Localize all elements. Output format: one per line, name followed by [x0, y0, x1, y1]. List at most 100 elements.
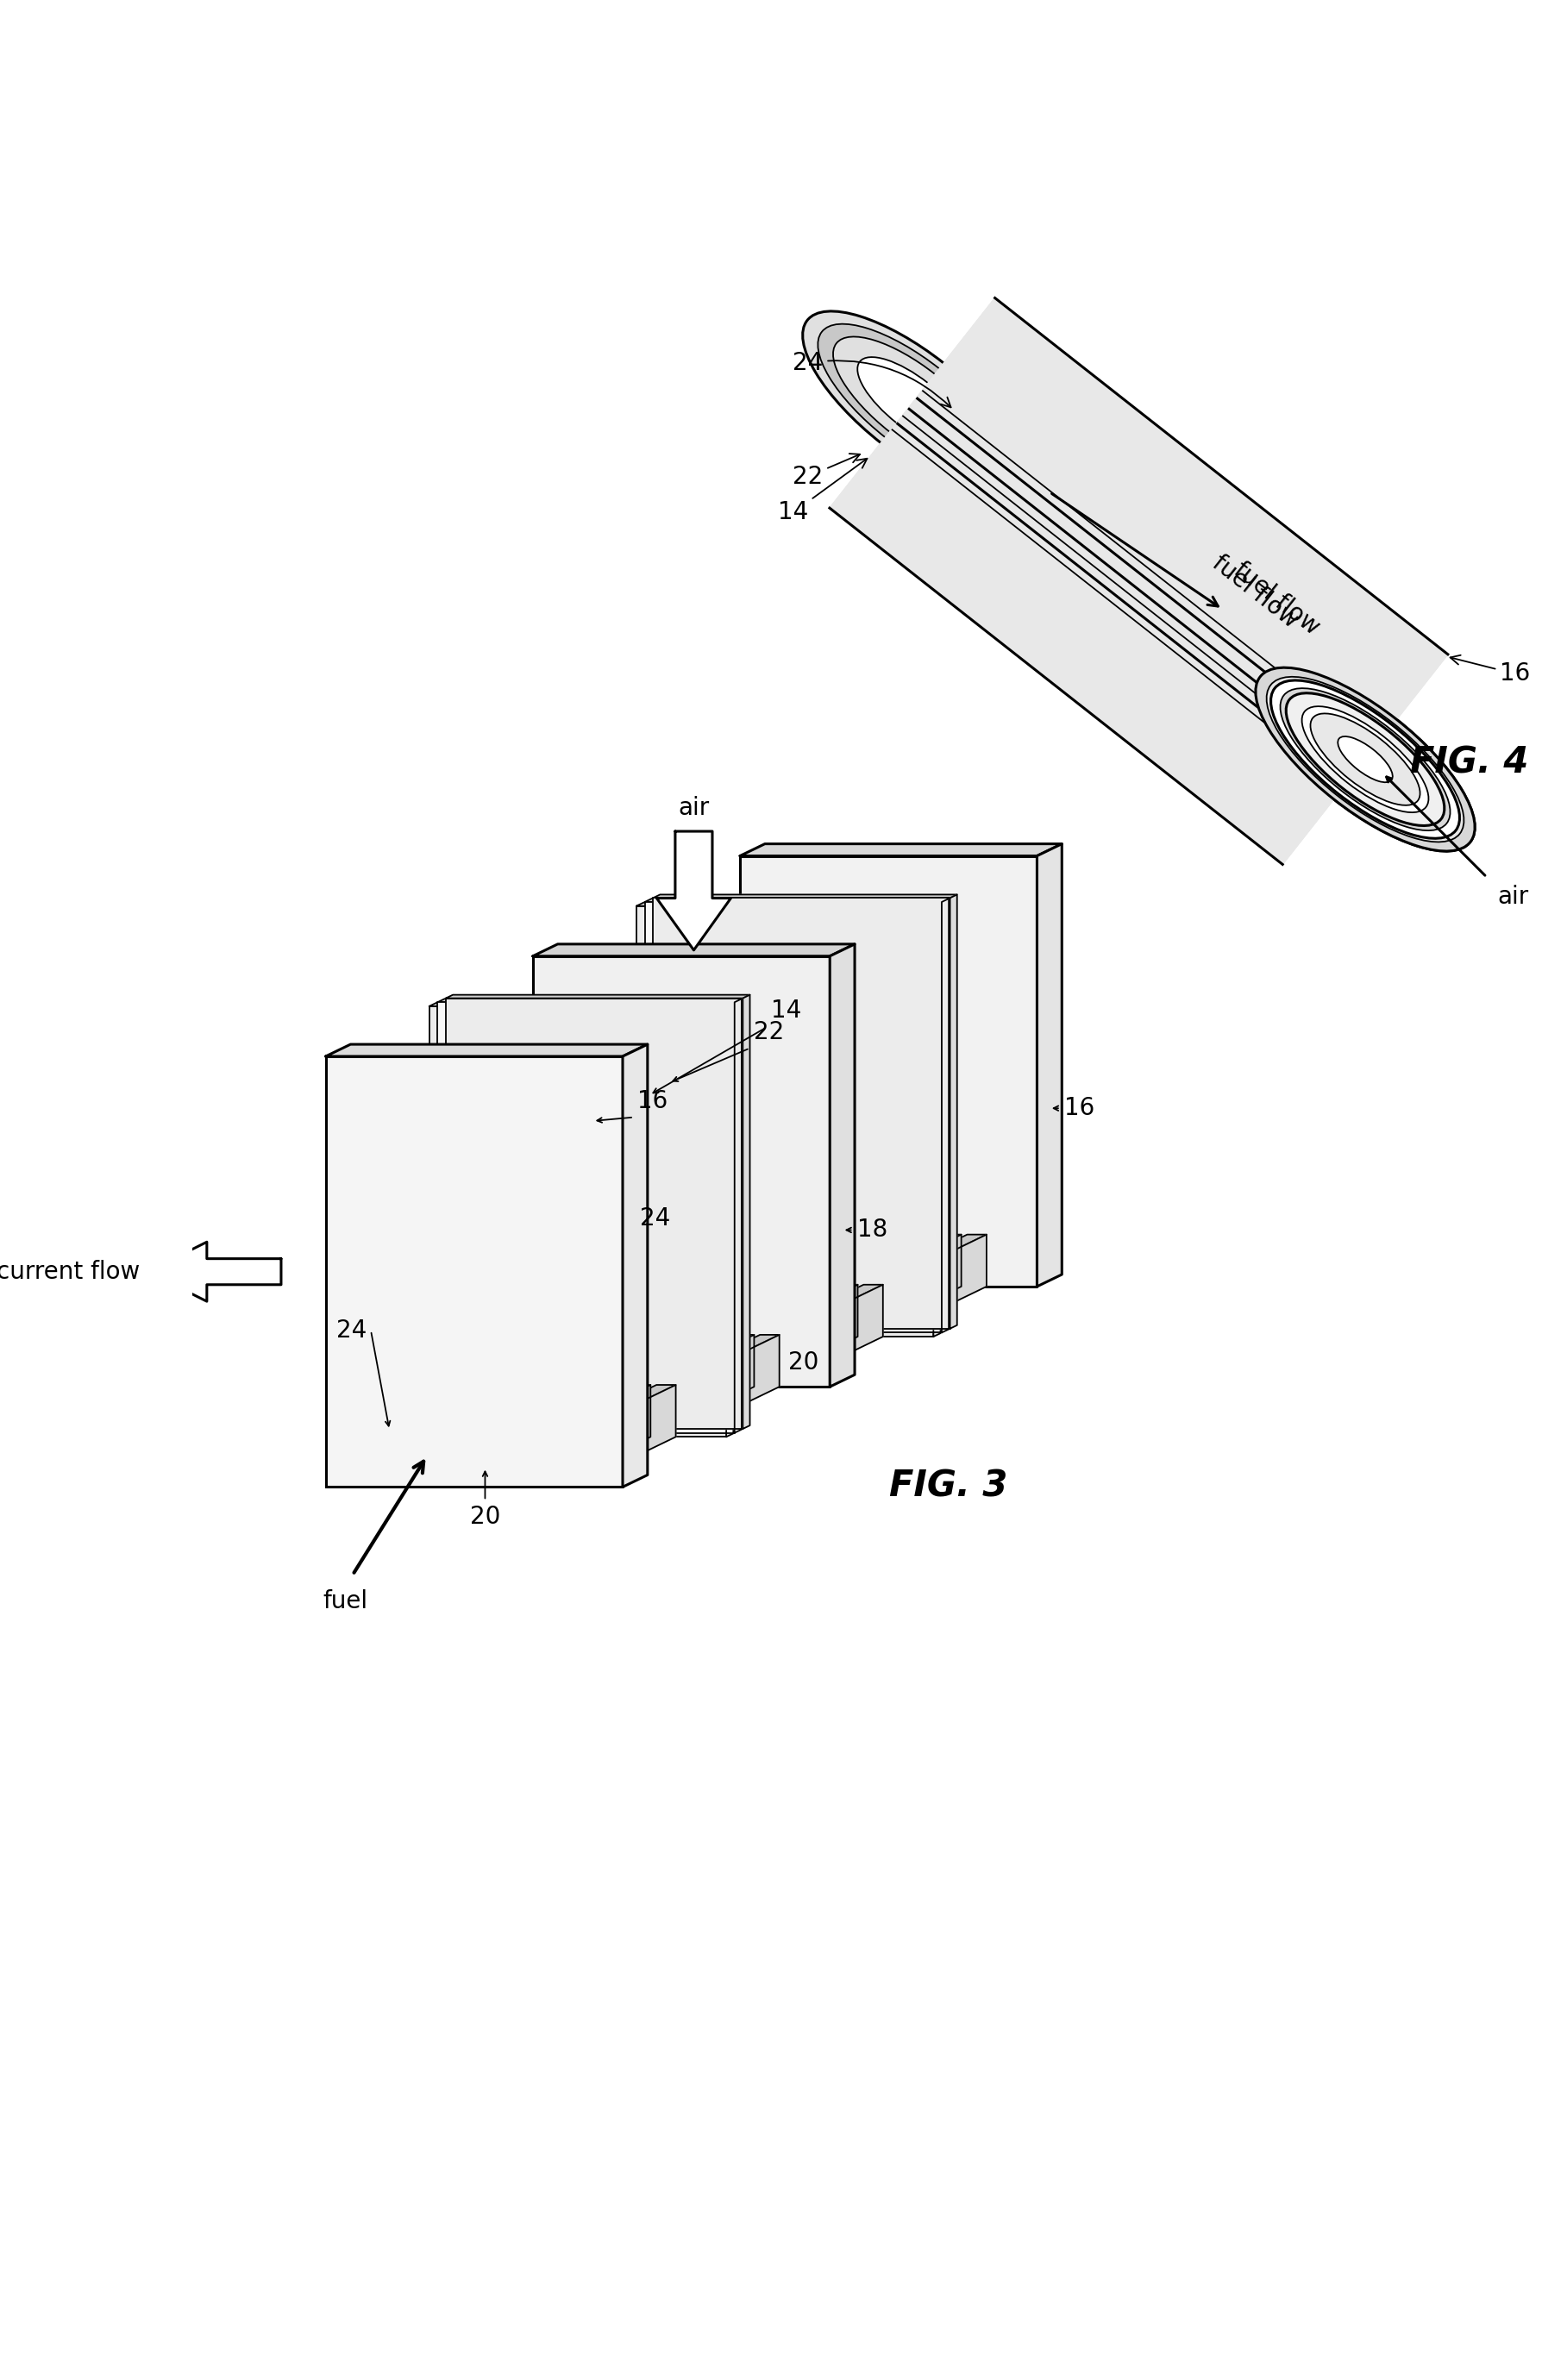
Polygon shape — [662, 1273, 680, 1326]
Polygon shape — [830, 298, 1448, 864]
Polygon shape — [401, 1423, 421, 1476]
Polygon shape — [734, 1285, 833, 1323]
Polygon shape — [726, 1002, 734, 1438]
Text: 18: 18 — [857, 1219, 888, 1242]
Polygon shape — [574, 1335, 654, 1426]
Polygon shape — [806, 1235, 885, 1326]
Text: FIG. 4: FIG. 4 — [1409, 745, 1528, 781]
Ellipse shape — [1255, 669, 1474, 852]
Polygon shape — [888, 1273, 908, 1326]
Polygon shape — [678, 1285, 757, 1376]
Polygon shape — [558, 1285, 655, 1323]
Polygon shape — [534, 957, 830, 1388]
Polygon shape — [942, 900, 948, 1333]
Text: 14: 14 — [777, 459, 867, 524]
Polygon shape — [480, 1335, 577, 1373]
Polygon shape — [401, 1385, 500, 1423]
Ellipse shape — [1311, 714, 1420, 804]
Ellipse shape — [1311, 714, 1420, 804]
Polygon shape — [888, 1235, 987, 1273]
Polygon shape — [658, 1323, 678, 1376]
Polygon shape — [534, 945, 854, 957]
Polygon shape — [788, 1235, 885, 1273]
Polygon shape — [709, 1323, 728, 1376]
Polygon shape — [530, 1373, 549, 1426]
Polygon shape — [734, 1323, 754, 1376]
Polygon shape — [655, 1335, 754, 1373]
Polygon shape — [376, 1423, 395, 1476]
Polygon shape — [527, 1423, 546, 1476]
Polygon shape — [497, 1385, 575, 1476]
Polygon shape — [350, 1423, 370, 1476]
Polygon shape — [606, 1335, 703, 1373]
Text: 20: 20 — [470, 1504, 500, 1528]
Polygon shape — [603, 1285, 682, 1376]
Polygon shape — [504, 1373, 524, 1426]
Polygon shape — [580, 1373, 600, 1426]
Polygon shape — [583, 1323, 603, 1376]
Polygon shape — [737, 1273, 756, 1326]
Polygon shape — [583, 1285, 682, 1323]
Polygon shape — [731, 1235, 810, 1326]
Polygon shape — [628, 1285, 706, 1376]
Polygon shape — [452, 1423, 470, 1476]
Polygon shape — [426, 1423, 446, 1476]
Polygon shape — [637, 902, 941, 907]
Polygon shape — [370, 1385, 449, 1476]
Polygon shape — [740, 857, 1038, 1288]
Polygon shape — [652, 897, 950, 1328]
Polygon shape — [700, 1335, 779, 1426]
Polygon shape — [728, 1285, 806, 1376]
Polygon shape — [452, 1385, 549, 1423]
Polygon shape — [625, 1335, 703, 1426]
Text: 20: 20 — [788, 1349, 819, 1376]
Polygon shape — [756, 1235, 836, 1326]
Polygon shape — [503, 1385, 600, 1423]
Polygon shape — [325, 1045, 648, 1057]
Polygon shape — [608, 1323, 628, 1376]
Polygon shape — [830, 945, 854, 1388]
Polygon shape — [882, 1235, 961, 1326]
Text: air: air — [1497, 885, 1530, 909]
Ellipse shape — [1338, 735, 1392, 783]
Polygon shape — [675, 1335, 754, 1426]
Polygon shape — [578, 1385, 675, 1423]
Polygon shape — [779, 1285, 857, 1376]
Polygon shape — [552, 1423, 572, 1476]
Text: 22: 22 — [754, 1021, 783, 1045]
Polygon shape — [857, 1235, 936, 1326]
Polygon shape — [504, 1335, 603, 1373]
Text: current flow: current flow — [0, 1259, 140, 1283]
Polygon shape — [608, 1285, 706, 1323]
Polygon shape — [555, 1373, 574, 1426]
Polygon shape — [682, 1335, 779, 1373]
Polygon shape — [864, 1273, 882, 1326]
Polygon shape — [864, 1235, 961, 1273]
Polygon shape — [813, 1273, 833, 1326]
Text: 22: 22 — [793, 455, 860, 488]
Polygon shape — [446, 997, 743, 1428]
Polygon shape — [680, 1235, 759, 1326]
Polygon shape — [652, 895, 958, 897]
Text: 16: 16 — [1064, 1097, 1095, 1121]
Polygon shape — [658, 1285, 757, 1323]
Polygon shape — [555, 1335, 654, 1373]
Polygon shape — [421, 1385, 500, 1476]
Polygon shape — [631, 1373, 651, 1426]
Polygon shape — [325, 1057, 623, 1488]
Ellipse shape — [1271, 681, 1460, 838]
Text: 24: 24 — [336, 1319, 367, 1342]
Polygon shape — [734, 1000, 742, 1433]
Text: 24: 24 — [640, 1207, 671, 1230]
Polygon shape — [637, 907, 933, 1338]
Polygon shape — [740, 845, 1062, 857]
Polygon shape — [651, 1335, 729, 1426]
Text: fuel: fuel — [322, 1590, 369, 1614]
Polygon shape — [652, 1285, 731, 1376]
Polygon shape — [572, 1385, 651, 1476]
Polygon shape — [805, 1285, 884, 1376]
Ellipse shape — [833, 336, 992, 469]
Polygon shape — [521, 1385, 600, 1476]
Ellipse shape — [1286, 693, 1445, 826]
Polygon shape — [686, 1273, 706, 1326]
